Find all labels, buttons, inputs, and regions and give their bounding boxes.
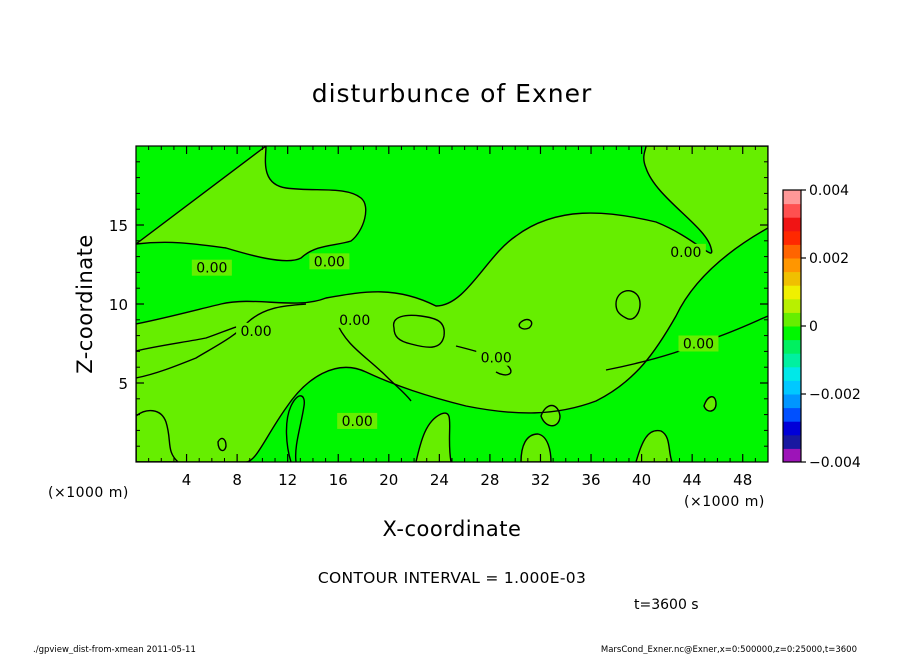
contour-blobR <box>615 290 641 320</box>
colorbar-tick-label: 0 <box>809 319 818 335</box>
contour-blob4 <box>217 437 227 452</box>
footer-right: MarsCond_Exner.nc@Exner,x=0:500000,z=0:2… <box>601 645 857 654</box>
contour-islandC <box>392 314 445 348</box>
colorbar: 0.004 0.002 0 −0.002 −0.004 <box>782 183 861 471</box>
time-label: t=3600 s <box>634 597 699 613</box>
contour-lineF <box>285 395 306 462</box>
y-tick-label: 15 <box>109 217 128 235</box>
contour-top <box>136 146 367 262</box>
colorbar-segment <box>783 203 801 218</box>
footer-left: ./gpview_dist-from-xmean 2011-05-11 <box>33 645 196 654</box>
x-tick-label: 32 <box>531 471 550 489</box>
contour-b4 <box>520 433 552 462</box>
fill-top <box>136 146 366 261</box>
fill-blobR <box>616 290 641 320</box>
colorbar-segment <box>783 339 801 354</box>
x-tick-label: 12 <box>278 471 297 489</box>
fill-b4 <box>521 434 551 462</box>
contour-label: 0.00 <box>196 261 227 277</box>
colorbar-segment <box>783 271 801 286</box>
contour-label-bg <box>309 253 350 270</box>
contour-labels: 0.00 0.00 0.00 0.00 0.00 0.00 0.00 0.00 <box>191 243 719 430</box>
colorbar-segment <box>783 258 801 273</box>
contour-label-bg <box>191 259 232 276</box>
x-tick-label: 8 <box>232 471 242 489</box>
colorbar-segment <box>783 394 801 409</box>
contour-blob3 <box>540 404 561 427</box>
contour-b2 <box>415 412 452 462</box>
x-tick-label: 20 <box>379 471 398 489</box>
x-tick-label: 48 <box>733 471 752 489</box>
colorbar-segment <box>783 244 801 259</box>
contour-label: 0.00 <box>339 313 370 329</box>
chart-title: disturbunce of Exner <box>312 79 593 108</box>
contour-label-bg <box>334 311 375 328</box>
contour-label-bg <box>665 243 706 260</box>
contour-lineC <box>335 320 412 402</box>
contour-label: 0.00 <box>481 351 512 367</box>
colorbar-tick-label: −0.004 <box>809 455 861 471</box>
fill-islandC <box>393 315 445 348</box>
x-tick-label: 24 <box>430 471 449 489</box>
colorbar-segment <box>783 353 801 368</box>
fill-b2 <box>416 413 451 462</box>
colorbar-tick-label: 0.002 <box>809 251 849 267</box>
x-tick-label: 4 <box>182 471 192 489</box>
colorbar-tick-label: 0.004 <box>809 183 849 199</box>
x-tick-label: 16 <box>329 471 348 489</box>
contour-interval: CONTOUR INTERVAL = 1.000E-03 <box>318 569 586 587</box>
contour-label: 0.00 <box>342 414 373 430</box>
colorbar-tick-label: −0.002 <box>809 387 861 403</box>
fill-blob4 <box>218 438 226 451</box>
contour-label-bg <box>337 412 378 429</box>
x-tick-label: 36 <box>581 471 600 489</box>
contour-blob1 <box>518 318 533 330</box>
contour-label-bg <box>678 335 719 352</box>
colorbar-segment <box>783 298 801 313</box>
y-unit-note: (×1000 m) <box>48 485 129 501</box>
fill-b3 <box>636 430 672 462</box>
x-unit-note: (×1000 m) <box>684 494 765 510</box>
colorbar-segment <box>783 407 801 422</box>
contour-label-bg <box>476 349 517 366</box>
y-axis-ticks: 5 10 15 <box>109 161 768 447</box>
x-axis-label: X-coordinate <box>383 517 522 541</box>
colorbar-segment <box>783 312 801 327</box>
contour-blob2 <box>703 396 717 412</box>
colorbar-segment <box>783 230 801 245</box>
x-tick-label: 44 <box>683 471 702 489</box>
colorbar-segment <box>783 366 801 381</box>
x-tick-label: 28 <box>480 471 499 489</box>
contour-lineA <box>136 303 307 379</box>
colorbar-segment <box>783 217 801 232</box>
contour-mid <box>136 146 768 462</box>
colorbar-segment <box>783 421 801 436</box>
contour-label: 0.00 <box>240 324 271 340</box>
x-axis-ticks: 4 8 12 16 20 24 28 32 36 40 44 48 <box>148 146 756 489</box>
fill-blob1 <box>519 319 532 329</box>
x-tick-label: 40 <box>632 471 651 489</box>
contour-b1 <box>136 409 180 462</box>
contour-label-bg <box>236 322 277 339</box>
y-tick-label: 5 <box>118 375 128 393</box>
contour-b3 <box>635 429 673 462</box>
y-axis-label: Z-coordinate <box>73 234 97 374</box>
colorbar-segment <box>783 434 801 449</box>
y-tick-label: 10 <box>109 296 128 314</box>
fill-mid <box>136 146 768 462</box>
contour-label: 0.00 <box>314 254 345 270</box>
contour-label: 0.00 <box>670 245 701 261</box>
colorbar-segment <box>783 380 801 395</box>
contour-lineE <box>455 345 512 376</box>
fill-b1 <box>136 410 178 462</box>
contour-label: 0.00 <box>683 337 714 353</box>
colorbar-segment <box>783 285 801 300</box>
colorbar-segment <box>783 326 801 341</box>
plot-area: 0.00 0.000.000.000.000.000.000.00 4 8 12 16 2… <box>109 145 769 489</box>
colorbar-segment <box>783 448 801 463</box>
positive-regions <box>136 146 768 462</box>
colorbar-segment <box>783 190 801 205</box>
